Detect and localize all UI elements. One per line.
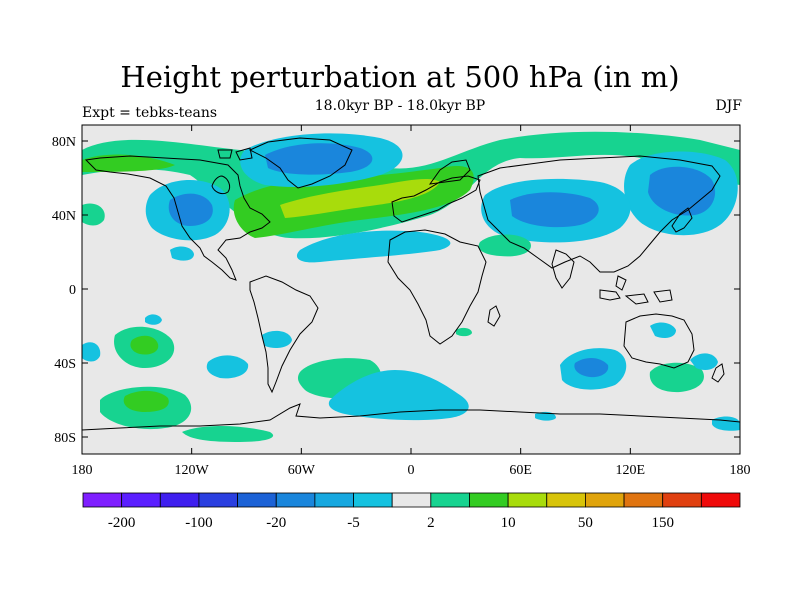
colorbar-swatch: [700, 492, 741, 508]
plot-subtitle: 18.0kyr BP - 18.0kyr BP: [314, 98, 486, 114]
contour-blue-spacific-1: [82, 342, 101, 362]
contour-green-madagascar: [456, 327, 472, 337]
colorbar-swatch: [662, 492, 702, 508]
contour-lightgreen-spacific-2: [123, 390, 169, 412]
contour-blue-atlantic-band: [296, 230, 451, 263]
lat-tick-label: 0: [69, 283, 76, 298]
lon-tick-label: 0: [408, 463, 415, 478]
colorbar-swatch: [353, 492, 393, 508]
colorbar: -200 -100 -20 -5 2 10 50 150: [82, 492, 741, 531]
contour-yellowgreen-atlantic: [280, 178, 440, 218]
colorbar-swatch: [430, 492, 470, 508]
colorbar-label: -20: [266, 515, 286, 531]
coast-japan: [671, 207, 693, 233]
coast-north-america: [84, 155, 271, 281]
coast-scandinavia: [428, 159, 471, 185]
colorbar-label: 2: [427, 515, 435, 531]
coast-africa: [387, 229, 487, 345]
lon-tick-label: 120W: [175, 463, 210, 478]
contour-blue-spacific-2: [145, 314, 162, 325]
coast-indonesia: [599, 275, 673, 305]
lon-tick-label: 60E: [509, 463, 532, 478]
contour-green-east-pacific: [82, 203, 105, 226]
colorbar-label: 10: [501, 515, 516, 531]
coast-asia: [477, 155, 721, 273]
colorbar-label: 50: [578, 515, 593, 531]
contour-blue-pacific-small: [170, 246, 194, 261]
lat-tick-label: 40N: [52, 209, 76, 224]
contour-blue-antarctic-1: [535, 411, 556, 421]
plot-title: Height perturbation at 500 hPa (in m): [120, 60, 680, 94]
contour-blue-australia-north: [650, 322, 676, 338]
lat-tick-label: 80N: [52, 135, 76, 150]
colorbar-swatch: [275, 492, 316, 508]
season-label: DJF: [715, 98, 742, 114]
colorbar-swatch: [82, 492, 123, 508]
lon-tick-label: 180: [72, 463, 93, 478]
axis-ticks: 80N 40N 0 40S 80S 180 120W 60W 0 60E 120E 180: [52, 125, 751, 478]
contour-green-patagonia: [182, 426, 274, 442]
colorbar-swatch: [546, 492, 586, 508]
colorbar-label: -200: [108, 515, 136, 531]
colorbar-swatch: [391, 492, 432, 508]
contour-green-mideast: [478, 234, 531, 257]
colorbar-swatch: [469, 492, 509, 508]
lon-tick-label: 60W: [288, 463, 316, 478]
lon-tick-label: 180: [730, 463, 751, 478]
contour-lightgreen-spacific-1: [130, 335, 159, 355]
colorbar-swatch: [585, 492, 625, 508]
contour-green-east-america: [82, 154, 175, 172]
coast-europe: [391, 175, 481, 223]
experiment-label: Expt = tebks-teans: [82, 105, 218, 121]
colorbar-swatch: [121, 492, 161, 508]
colorbar-swatch: [237, 492, 277, 508]
colorbar-swatch: [507, 492, 548, 508]
coastlines: [82, 137, 740, 431]
colorbar-swatch: [198, 492, 238, 508]
contour-blue-spacific-4: [262, 330, 292, 348]
coast-new-zealand: [711, 363, 725, 383]
colorbar-swatch: [314, 492, 354, 508]
coast-australia: [623, 313, 695, 369]
coast-greenland: [248, 137, 353, 189]
lon-tick-label: 120E: [616, 463, 646, 478]
colorbar-label: 150: [651, 515, 674, 531]
colorbar-label: -5: [347, 515, 360, 531]
lat-tick-label: 40S: [54, 357, 76, 372]
coast-madagascar: [487, 305, 501, 327]
coast-hudson-bay: [211, 175, 231, 195]
colorbar-swatch: [159, 492, 200, 508]
coast-india: [551, 249, 575, 289]
contour-darkblue-eurasia: [510, 192, 599, 228]
coast-arctic-islands: [217, 147, 253, 161]
contour-blue-east-australia: [690, 353, 718, 370]
contour-blue-satlantic: [328, 370, 469, 421]
coast-south-america: [249, 275, 319, 394]
colorbar-swatch: [623, 492, 664, 508]
coast-antarctica: [82, 403, 740, 431]
contour-darkblue-greenland: [265, 143, 373, 175]
contour-blue-spacific-3: [206, 355, 249, 379]
colorbar-label: -100: [185, 515, 213, 531]
contour-darkblue-npacific-west: [648, 166, 716, 216]
contour-darkblue-south-indian: [574, 357, 609, 378]
contour-green-south-australia: [649, 362, 704, 393]
lat-tick-label: 80S: [54, 431, 76, 446]
